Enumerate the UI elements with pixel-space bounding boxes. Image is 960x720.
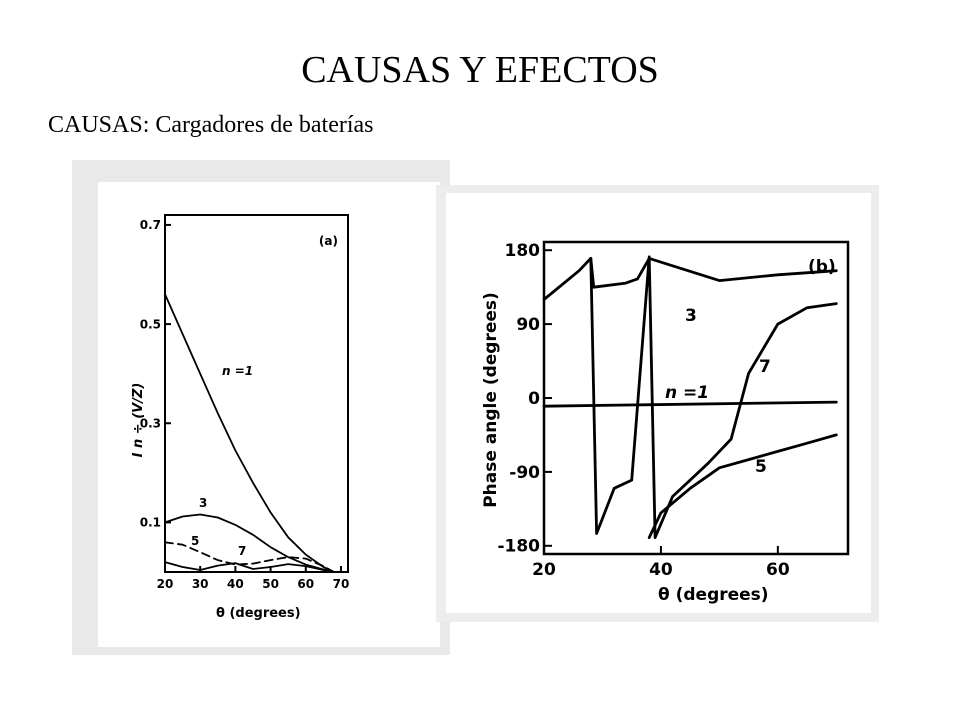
slide-title: CAUSAS Y EFECTOS [301, 49, 659, 91]
y-tick-label: 90 [516, 315, 540, 335]
x-tick-label: 70 [333, 577, 350, 591]
series-line-5 [647, 433, 838, 540]
y-tick-label: -180 [497, 537, 540, 557]
series-label-b-3: 3 [685, 306, 697, 326]
x-tick-label: 40 [227, 577, 244, 591]
series-label-a-7: 7 [238, 544, 246, 558]
series-line-3 [542, 257, 838, 301]
series-label-b-n1: n =1 [665, 383, 709, 403]
series-label-a-3: 3 [199, 496, 207, 510]
x-tick-label: 50 [262, 577, 279, 591]
series-line-7 [164, 561, 335, 573]
chart-b-panel-label: (b) [808, 257, 836, 277]
series-label-a-5: 5 [191, 534, 199, 548]
y-tick-label: 0.5 [140, 317, 161, 331]
y-tick-label: 0 [528, 389, 540, 409]
y-tick-label: 0.1 [140, 516, 161, 530]
chart-a: 0.1 0.3 0.5 0.7 20 30 40 50 60 70 (a) θ (degrees)… [72, 160, 450, 655]
chart-b-xlabel: θ (degrees) [658, 585, 769, 605]
y-tick-label: 0.3 [140, 416, 161, 430]
y-tick-label: 180 [505, 241, 541, 261]
series-label-a-n1: n =1 [222, 364, 253, 378]
chart-b-ylabel: Phase angle (degrees) [481, 292, 501, 508]
chart-b: 180 90 0 -90 -180 20 40 60 (b) θ (degrees) Phas… [436, 185, 879, 622]
y-tick-label: 0.7 [140, 218, 161, 232]
series-line-n1 [164, 293, 335, 573]
chart-a-ylabel: I n ÷ (V/Z) [131, 383, 146, 458]
chart-a-frame [164, 214, 349, 573]
x-tick-label: 60 [297, 577, 314, 591]
x-tick-label: 20 [532, 560, 556, 580]
chart-a-xlabel: θ (degrees) [216, 606, 301, 621]
series-label-b-7: 7 [759, 357, 771, 377]
x-tick-label: 60 [766, 560, 790, 580]
x-tick-label: 40 [649, 560, 673, 580]
series-line-5 [164, 541, 335, 573]
series-line-3 [164, 513, 335, 573]
series-label-b-5: 5 [755, 457, 767, 477]
x-tick-label: 20 [157, 577, 174, 591]
slide-subtitle: CAUSAS: Cargadores de baterías [48, 112, 374, 138]
chart-a-panel-label: (a) [319, 234, 338, 248]
x-tick-label: 30 [192, 577, 209, 591]
chart-a-paper [98, 182, 440, 647]
y-tick-label: -90 [509, 463, 540, 483]
series-line-7 [589, 255, 838, 540]
